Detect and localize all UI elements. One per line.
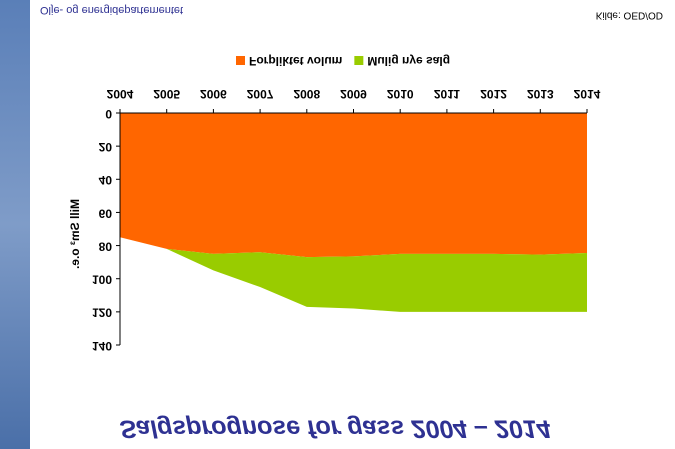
- side-strip: [0, 0, 30, 449]
- area: [120, 113, 587, 258]
- x-tick-label: 2011: [434, 87, 460, 101]
- source: Kilde: OED/OD: [596, 9, 663, 20]
- legend-swatch: [354, 56, 364, 65]
- legend-label: Mulig nye salg: [367, 54, 450, 68]
- legend-label: Forpliktet volum: [249, 54, 342, 68]
- y-tick-label: 120: [92, 306, 112, 320]
- x-tick-label: 2009: [340, 87, 367, 101]
- x-tick-label: 2004: [107, 87, 134, 101]
- x-tick-label: 2008: [293, 87, 320, 101]
- footer: Olje- og energidepartementet: [40, 4, 183, 16]
- legend-swatch: [236, 56, 245, 65]
- y-tick-label: 40: [99, 173, 113, 187]
- x-tick-label: 2012: [480, 87, 507, 101]
- x-tick-label: 2010: [387, 87, 414, 101]
- x-tick-label: 2013: [527, 87, 554, 101]
- area: [120, 237, 587, 312]
- y-tick-label: 80: [99, 239, 113, 253]
- y-tick-label: 20: [99, 140, 113, 154]
- chart-title: Salgsprognose for gass 2004 – 2014: [120, 414, 551, 442]
- x-tick-label: 2014: [574, 87, 601, 101]
- y-tick-label: 60: [99, 206, 113, 220]
- y-axis-label: Mill Sm³ o.e.: [68, 199, 82, 269]
- y-tick-label: 100: [92, 273, 112, 287]
- x-tick-label: 2006: [200, 87, 227, 101]
- y-tick-label: 0: [105, 107, 112, 121]
- x-tick-label: 2007: [247, 87, 274, 101]
- y-tick-label: 140: [92, 339, 112, 353]
- x-tick-label: 2005: [153, 87, 180, 101]
